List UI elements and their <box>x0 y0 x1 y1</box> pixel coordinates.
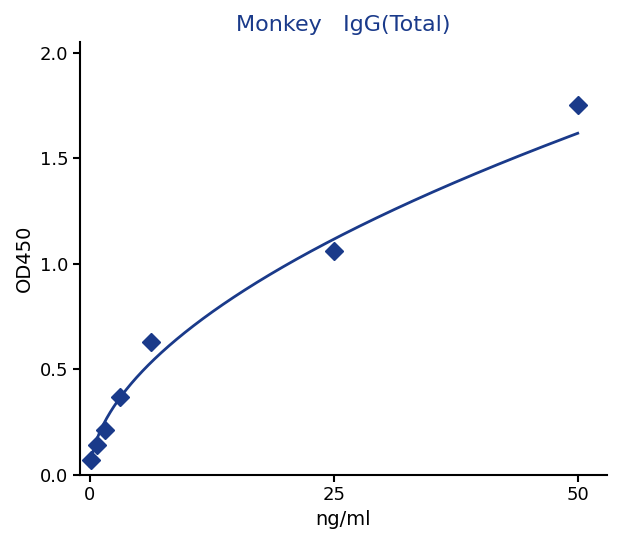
X-axis label: ng/ml: ng/ml <box>316 510 371 529</box>
Y-axis label: OD450: OD450 <box>15 225 34 292</box>
Title: Monkey   IgG(Total): Monkey IgG(Total) <box>236 15 451 35</box>
